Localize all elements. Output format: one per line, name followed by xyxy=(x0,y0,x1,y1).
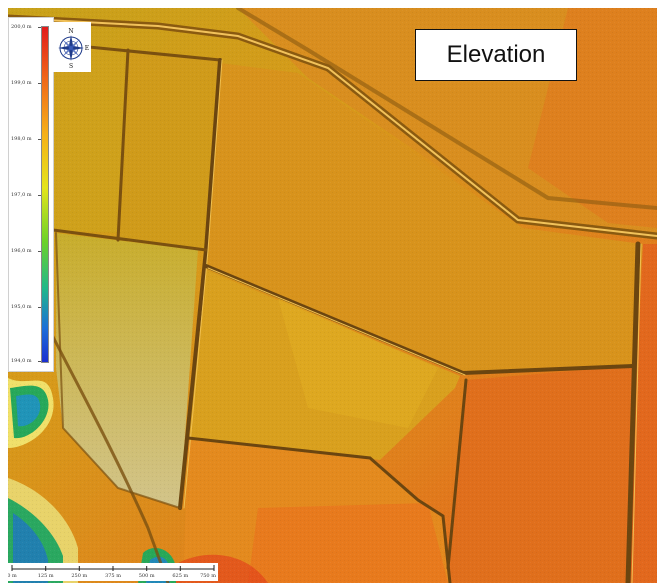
legend-tick xyxy=(38,139,41,140)
legend-label-max: 200,0 m xyxy=(11,24,32,30)
legend-tick xyxy=(38,83,41,84)
scale-label: 500 m xyxy=(138,573,155,579)
compass-east-label: E xyxy=(85,45,89,52)
scale-label: 250 m xyxy=(71,573,88,579)
scale-bar: 0 m 125 m 250 m 375 m 500 m 625 m 750 m xyxy=(8,563,218,581)
scale-label: 0 m xyxy=(8,573,17,579)
elevation-map: 200,0 m 199,0 m 198,0 m 197,0 m 196,0 m … xyxy=(8,8,657,583)
legend-label: 197,0 m xyxy=(11,192,32,198)
terrain-raster xyxy=(8,8,657,583)
scale-label: 375 m xyxy=(105,573,121,579)
legend-tick xyxy=(38,251,41,252)
legend-label: 199,0 m xyxy=(11,80,32,86)
compass-south-label: S xyxy=(69,63,73,70)
elevation-color-ramp xyxy=(41,26,49,363)
compass-rose-icon: N S E xyxy=(51,22,91,72)
scale-label: 625 m xyxy=(172,573,189,579)
legend-tick xyxy=(38,195,41,196)
elevation-legend: 200,0 m 199,0 m 198,0 m 197,0 m 196,0 m … xyxy=(8,17,54,372)
legend-tick xyxy=(38,307,41,308)
scale-label: 125 m xyxy=(37,573,54,579)
legend-label-min: 194,0 m xyxy=(11,358,32,364)
scale-label: 750 m xyxy=(200,573,216,579)
compass-north-label: N xyxy=(68,28,73,35)
legend-tick xyxy=(38,27,41,28)
legend-tick xyxy=(38,361,41,362)
map-title-box: Elevation xyxy=(415,29,577,81)
legend-label: 195,0 m xyxy=(11,304,32,310)
map-title: Elevation xyxy=(446,41,546,68)
legend-label: 198,0 m xyxy=(11,136,32,142)
legend-label: 196,0 m xyxy=(11,248,32,254)
